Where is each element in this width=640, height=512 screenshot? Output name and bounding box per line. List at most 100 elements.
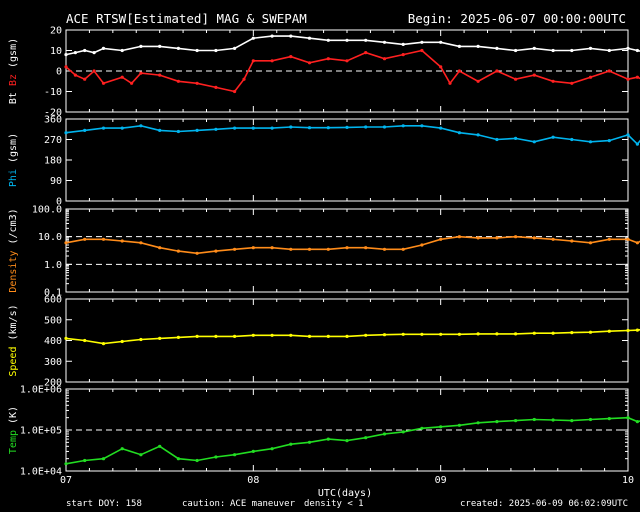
- series-speed-point: [195, 334, 199, 338]
- series-bz-point: [289, 55, 293, 59]
- series-density-point: [607, 237, 611, 241]
- series-bt-point: [270, 34, 274, 38]
- series-density-point: [588, 241, 593, 245]
- series-density-point: [495, 236, 499, 240]
- series-bt-point: [101, 46, 106, 51]
- series-bt-point: [382, 40, 387, 44]
- series-temp-point: [289, 442, 293, 446]
- series-temp-point: [635, 420, 640, 424]
- series-density-point: [364, 246, 368, 250]
- series-speed-point: [326, 334, 330, 338]
- series-bt-point: [532, 46, 536, 51]
- temp-ylabel: Temp (K): [8, 406, 19, 454]
- series-density-point: [195, 251, 199, 255]
- phi-ytick-label: 180: [44, 156, 62, 167]
- speed-ylabel: Speed (km/s): [8, 304, 19, 376]
- series-bz-point: [307, 61, 312, 65]
- series-bt-point: [73, 51, 77, 55]
- series-bz-point: [158, 73, 162, 77]
- series-bz-point: [551, 79, 555, 83]
- mag-ytick-label: 20: [50, 26, 62, 37]
- series-speed-point: [607, 329, 611, 333]
- series-phi-point: [514, 136, 518, 140]
- series-bt-point: [457, 44, 461, 49]
- series-density-point: [233, 247, 237, 251]
- series-bz-point: [139, 71, 143, 75]
- series-density-point: [457, 235, 461, 239]
- series-temp-point: [270, 447, 274, 451]
- series-temp-point: [514, 419, 518, 423]
- series-speed-point: [588, 330, 593, 334]
- series-phi-point: [83, 128, 87, 132]
- series-speed-point: [307, 334, 312, 338]
- series-bt-point: [364, 38, 368, 42]
- series-temp-point: [139, 453, 143, 457]
- series-bz-point: [326, 57, 330, 61]
- series-phi-point: [635, 142, 640, 146]
- series-speed-point: [635, 328, 640, 332]
- series-phi-point: [588, 140, 593, 144]
- series-phi-point: [158, 128, 162, 132]
- series-speed-point: [420, 332, 424, 336]
- series-temp-point: [251, 449, 255, 453]
- series-temp-point: [214, 455, 218, 459]
- caution-label: caution:: [182, 499, 225, 509]
- series-density-point: [532, 236, 536, 240]
- series-bz-point: [270, 59, 274, 63]
- series-temp-point: [83, 458, 87, 463]
- series-phi-point: [307, 126, 312, 130]
- series-bz-point: [495, 69, 499, 73]
- series-bt-point: [570, 48, 574, 53]
- series-bt-point: [439, 40, 443, 44]
- series-temp-point: [176, 457, 180, 461]
- series-phi-point: [532, 140, 536, 144]
- series-bt-point: [607, 48, 611, 53]
- mag-ylabel-part: (gsm): [8, 38, 19, 74]
- series-phi-point: [214, 127, 218, 131]
- series-phi-point: [251, 126, 255, 130]
- series-phi-point: [570, 137, 574, 142]
- series-bt-point: [83, 48, 87, 53]
- density-panel: 100.0 10.0 1.0 0.1 Density (/cm3): [8, 205, 640, 299]
- phi-ylabel-part: (gsm): [8, 133, 19, 169]
- speed-frame: [65, 298, 629, 383]
- mag-ylabel: Bt Bz (gsm): [8, 38, 19, 104]
- density-ytick-label: 1.0: [44, 260, 62, 271]
- series-bz-point: [382, 57, 387, 61]
- series-phi-point: [364, 125, 368, 129]
- series-bz-point: [233, 89, 237, 94]
- temp-ytick-label: 1.0E+05: [20, 426, 62, 437]
- series-phi-point: [120, 126, 124, 130]
- series-density-point: [551, 237, 555, 241]
- series-bz-point: [83, 77, 87, 81]
- series-phi-point: [289, 125, 293, 129]
- series-phi-point: [64, 131, 68, 135]
- series-bz-point: [626, 77, 630, 81]
- series-density-point: [382, 247, 387, 251]
- series-phi-point: [101, 126, 106, 130]
- series-temp-point: [120, 447, 124, 451]
- series-phi-point: [495, 137, 499, 142]
- series-bz-point: [476, 79, 480, 83]
- density-ylabel-part: Density: [8, 251, 19, 293]
- series-temp-point: [195, 458, 199, 463]
- series-speed-point: [176, 335, 180, 339]
- series-speed-point: [345, 334, 349, 338]
- series-bz-point: [101, 81, 106, 85]
- phi-ytick-label: 90: [50, 176, 62, 187]
- series-bt-point: [92, 51, 96, 55]
- series-density-point: [476, 236, 480, 240]
- series-phi-line: [65, 124, 640, 146]
- series-phi-point: [401, 124, 405, 128]
- density-ytick-label: 0.1: [44, 288, 62, 299]
- series-bt-point: [476, 44, 480, 49]
- series-temp-point: [439, 425, 443, 429]
- mag-panel: 20 10 0 -10 -20 Bt Bz (gsm): [8, 26, 640, 119]
- series-temp-point: [345, 439, 349, 443]
- series-bt-point: [233, 46, 237, 51]
- series-temp-point: [364, 436, 368, 440]
- series-bt-point: [401, 42, 405, 47]
- x-tick-label: 07: [60, 475, 72, 486]
- series-phi-point: [551, 135, 555, 139]
